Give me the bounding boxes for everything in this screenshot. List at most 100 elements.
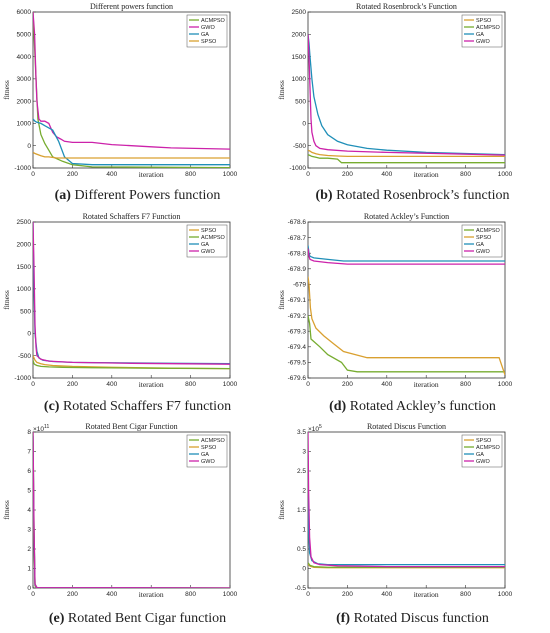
x-tick-label: 0 [31,171,35,178]
y-tick-label: 3 [27,527,31,534]
caption-d-text: Rotated Ackley’s function [346,399,496,414]
legend-label: SPSO [201,228,217,234]
y-tick-label: -1000 [289,165,306,172]
y-tick-label: 0 [27,143,31,150]
y-tick-label: 4 [27,507,31,514]
legend-label: GWO [476,39,490,45]
legend-label: SPSO [201,445,217,451]
y-tick-label: 2500 [292,9,307,16]
y-tick-label: -678.8 [288,250,307,257]
caption-f-letter: (f) [336,611,351,626]
chart-c: Rotated Schaffers F7 Function 0 200 400 800 1… [2,212,238,389]
caption-b-text: Rotated Rosenbrock’s function [332,188,510,203]
series-line-gwo [308,248,505,265]
y-tick-label: 2000 [17,98,32,105]
chart-panel-e: Rotated Bent Cigar Function 0 200 400 800 100… [0,420,275,605]
x-tick-label: 400 [106,591,117,598]
y-exponent-base: ×10 [308,426,319,433]
y-tick-label: 0 [27,585,31,592]
x-tick-label: 200 [67,591,78,598]
caption-b-letter: (b) [315,188,333,203]
caption-b: (b) Rotated Rosenbrock’s function [275,188,550,204]
legend-label: ACMPSO [201,438,226,444]
x-tick-label: 0 [306,381,310,388]
legend-label: GWO [201,249,215,255]
legend-label: SPSO [476,438,492,444]
caption-f: (f) Rotated Discus function [275,611,550,627]
caption-a-text: Different Powers function [70,188,221,203]
caption-d-letter: (d) [329,399,347,414]
chart-b: Rotated Rosenbrock’s Function 0 200 400 800 1… [277,2,513,179]
caption-e-text: Rotated Bent Cigar function [64,611,227,626]
legend-label: GWO [201,459,215,465]
chart-title: Rotated Ackley’s Function [364,212,449,221]
y-tick-label: -679 [293,282,306,289]
caption-f-text: Rotated Discus function [350,611,489,626]
x-tick-label: 800 [460,171,471,178]
x-tick-label: 800 [185,381,196,388]
legend-label: ACMPSO [476,445,501,451]
y-tick-label: -500 [18,353,31,360]
y-exponent-base: ×10 [33,426,44,433]
legend-label: ACMPSO [476,25,501,31]
x-axis-label: iteration [139,170,164,179]
y-tick-label: 0 [27,331,31,338]
legend-label: GWO [476,459,490,465]
y-tick-label: 6 [27,468,31,475]
chart-title: Different powers function [90,2,173,11]
x-tick-label: 200 [342,171,353,178]
series-line-ga [33,118,230,166]
x-tick-label: 200 [342,381,353,388]
y-exponent-power: 11 [44,424,49,430]
x-axis-label: iteration [139,590,164,599]
y-tick-label: 0 [302,121,306,128]
y-axis-label: fitness [2,290,11,310]
y-tick-label: 2 [302,488,306,495]
y-exponent-label: ×105 [308,424,322,433]
y-tick-label: 6000 [17,9,32,16]
caption-c-text: Rotated Schaffers F7 function [59,399,232,414]
y-exponent-label: ×1011 [33,424,49,433]
x-tick-label: 200 [342,591,353,598]
series-line-ga [308,34,505,156]
legend-label: GWO [201,25,215,31]
x-tick-label: 1000 [498,171,513,178]
y-tick-label: 2000 [292,31,307,38]
x-tick-label: 400 [381,381,392,388]
caption-c-letter: (c) [43,399,60,414]
x-tick-label: 800 [460,381,471,388]
y-tick-label: -678.6 [288,219,307,226]
y-tick-label: 1000 [292,76,307,83]
x-tick-label: 400 [381,591,392,598]
y-axis-label: fitness [277,500,286,520]
x-tick-label: 1000 [498,591,513,598]
x-tick-label: 400 [106,381,117,388]
chart-title: Rotated Rosenbrock’s Function [356,2,457,11]
y-tick-label: 1 [302,527,306,534]
chart-d: Rotated Ackley’s Function 0 200 400 800 1000 i… [277,212,513,389]
x-tick-label: 0 [31,591,35,598]
x-tick-label: 800 [185,591,196,598]
y-tick-label: -0.5 [295,585,307,592]
x-tick-label: 0 [306,171,310,178]
y-tick-label: -679.4 [288,344,307,351]
y-tick-label: 2 [27,546,31,553]
y-tick-label: -1000 [14,165,31,172]
legend-label: SPSO [476,18,492,24]
caption-a: (a) Different Powers function [0,188,275,204]
y-tick-label: 500 [295,98,306,105]
y-axis-label: fitness [277,80,286,100]
y-tick-label: 4000 [17,54,32,61]
y-tick-label: -679.3 [288,328,307,335]
chart-panel-a: Different powers function 0 200 400 800 1000 i… [0,0,275,185]
x-tick-label: 200 [67,171,78,178]
y-tick-label: 5000 [17,31,32,38]
x-tick-label: 800 [185,171,196,178]
legend-label: SPSO [476,235,492,241]
y-tick-label: -679.1 [288,297,307,304]
series-line-gwo [33,222,230,365]
x-tick-label: 1000 [223,591,238,598]
y-tick-label: 3 [302,449,306,456]
x-tick-label: 200 [67,381,78,388]
y-tick-label: 1000 [17,121,32,128]
